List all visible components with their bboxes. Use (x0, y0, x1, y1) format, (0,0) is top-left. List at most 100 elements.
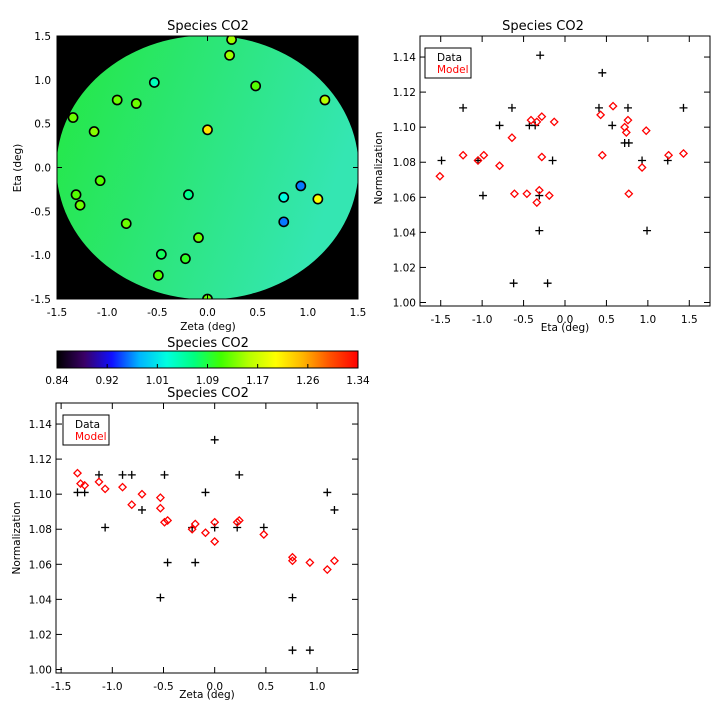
map-point (88, 126, 100, 137)
zeta-y-tick-label: 1.14 (29, 419, 53, 431)
eta-model-point (537, 112, 547, 122)
eta-data-point (543, 279, 552, 288)
map-point (155, 248, 167, 260)
eta-y-tick-label: 1.04 (393, 227, 417, 239)
eta-model-point (608, 101, 618, 111)
eta-data-point (535, 226, 544, 235)
eta-panel: Species CO2 -1.5 -1.0 -0.5 0.0 0.5 1.0 1.5 1.00… (373, 19, 711, 334)
colorbar-ticks: 0.84 0.92 1.01 1.09 1.17 1.26 1.34 (45, 364, 370, 387)
zeta-data-point (305, 646, 314, 655)
map-x-tick-label: -0.5 (147, 307, 168, 319)
map-field-disk (57, 36, 358, 299)
zeta-model-point (72, 468, 83, 478)
eta-data-point (459, 103, 468, 112)
map-point (94, 175, 106, 187)
map-point (152, 269, 164, 281)
zeta-data-point (288, 646, 297, 655)
map-point (180, 253, 191, 265)
colorbar-tick-label: 1.34 (346, 375, 370, 387)
zeta-legend-model: Model (75, 431, 107, 443)
zeta-model-point (100, 484, 110, 494)
eta-model-point (596, 110, 606, 120)
eta-model-point (479, 150, 489, 160)
eta-title: Species CO2 (502, 19, 584, 34)
zeta-model-point (234, 515, 244, 525)
zeta-model-point (80, 480, 90, 490)
eta-x-tick-label: -1.0 (472, 314, 493, 326)
eta-y-tick-label: 1.00 (393, 297, 416, 309)
zeta-data-point (73, 488, 82, 497)
zeta-legend: Data Model (62, 414, 110, 446)
eta-model-point (522, 189, 532, 199)
eta-legend: Data Model (424, 47, 472, 79)
eta-model-point (435, 171, 445, 181)
colorbar-tick-label: 1.26 (296, 375, 320, 387)
eta-data-point (474, 156, 482, 165)
zeta-model-point (200, 528, 210, 538)
map-x-tick-label: 0.5 (249, 307, 266, 319)
zeta-frame (55, 402, 359, 674)
eta-data-point (623, 103, 632, 112)
zeta-legend-data: Data (75, 419, 100, 431)
eta-model-point (526, 115, 536, 125)
eta-model-point (507, 133, 517, 143)
eta-model-point (623, 115, 633, 125)
map-title: Species CO2 (167, 19, 249, 34)
map-y-tick-label: 1.0 (34, 75, 51, 87)
eta-data-point (598, 68, 607, 77)
zeta-y-tick-label: 1.12 (29, 454, 52, 466)
colorbar-tick-label: 1.09 (196, 375, 219, 387)
eta-data-point (643, 226, 652, 235)
zeta-model-point (287, 556, 298, 566)
eta-y-tick-label: 1.10 (393, 122, 416, 134)
map-point (278, 216, 290, 228)
colorbar-tick-label: 1.01 (146, 375, 169, 387)
colorbar-tick-label: 0.84 (45, 375, 69, 387)
eta-data-point (507, 103, 516, 112)
zeta-model-point (155, 503, 165, 513)
zeta-data-point (235, 470, 244, 479)
map-point (250, 80, 262, 92)
zeta-x-tick-label: -0.5 (153, 681, 174, 693)
zeta-data-point (163, 558, 172, 567)
map-x-tick-label: 1.5 (350, 307, 367, 319)
map-x-tick-label: -1.0 (97, 307, 118, 319)
zeta-y-tick-label: 1.02 (29, 629, 52, 641)
zeta-x-tick-label: -1.5 (51, 681, 72, 693)
zeta-model-point (190, 519, 200, 529)
eta-ticks: -1.5 -1.0 -0.5 0.0 0.5 1.0 1.5 1.00 1.02 1.04 1.06… (393, 36, 710, 326)
map-y-tick-label: -1.0 (31, 250, 52, 262)
zeta-model-point (76, 479, 86, 489)
eta-x-tick-label: -0.5 (513, 314, 534, 326)
eta-model-point (532, 117, 542, 127)
zeta-model-point (94, 477, 104, 487)
map-point (148, 77, 160, 88)
eta-data-point (536, 51, 545, 60)
colorbar-panel: Species CO2 0.84 0.92 1.01 1.09 1.17 1.26 1.34 (45, 336, 370, 387)
zeta-data-point (233, 523, 242, 532)
eta-data-point (535, 191, 544, 200)
zeta-y-label: Normalization (11, 502, 23, 575)
eta-model-point (544, 191, 554, 201)
eta-y-tick-label: 1.02 (393, 262, 416, 274)
zeta-model-point (137, 489, 147, 499)
zeta-y-tick-label: 1.04 (29, 594, 53, 606)
eta-model-point (509, 189, 519, 199)
zeta-model-point (163, 515, 173, 525)
map-y-tick-label: -0.5 (31, 206, 52, 218)
eta-model-point (534, 185, 544, 195)
zeta-data-point (101, 523, 110, 532)
zeta-model-point (187, 524, 197, 534)
eta-model-point (597, 150, 607, 160)
zeta-model-point (259, 529, 269, 540)
eta-data-point (548, 156, 557, 165)
eta-model-point (495, 161, 505, 171)
eta-model-point (473, 155, 483, 166)
zeta-model-point (329, 556, 339, 566)
zeta-model-point (210, 536, 220, 547)
map-panel: Species CO2 -1.5 -1.0 -0.5 0.0 0.5 1.0 1.5-1.5… (12, 19, 366, 333)
eta-y-tick-label: 1.14 (393, 52, 417, 64)
zeta-model-point (155, 493, 165, 503)
map-y-label: Eta (deg) (12, 144, 24, 193)
